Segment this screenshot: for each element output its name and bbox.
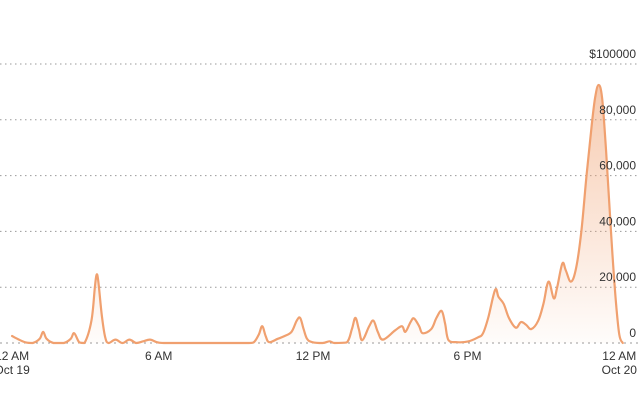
y-tick-label: 40,000 bbox=[599, 214, 636, 228]
x-tick-label: 12 AM bbox=[602, 349, 636, 363]
y-tick-label: 0 bbox=[629, 326, 636, 340]
x-tick-label: 12 PM bbox=[296, 349, 331, 363]
y-tick-label: 80,000 bbox=[599, 103, 636, 117]
x-tick-label: 12 AM bbox=[0, 349, 29, 363]
y-tick-label: 20,000 bbox=[599, 270, 636, 284]
x-tick-date-label: Oct 20 bbox=[602, 363, 638, 377]
series-area bbox=[12, 84, 623, 344]
y-tick-label: 60,000 bbox=[599, 159, 636, 173]
x-tick-label: 6 AM bbox=[145, 349, 172, 363]
y-tick-label: $100000 bbox=[589, 47, 636, 61]
y-axis-labels: 0 20,000 40,000 60,000 80,000 $100000 bbox=[589, 47, 636, 340]
area-fill bbox=[12, 84, 623, 344]
series-line bbox=[10, 83, 624, 345]
series-line-path bbox=[10, 83, 624, 345]
x-tick-label: 6 PM bbox=[453, 349, 481, 363]
x-tick-date-label: Oct 19 bbox=[0, 363, 30, 377]
